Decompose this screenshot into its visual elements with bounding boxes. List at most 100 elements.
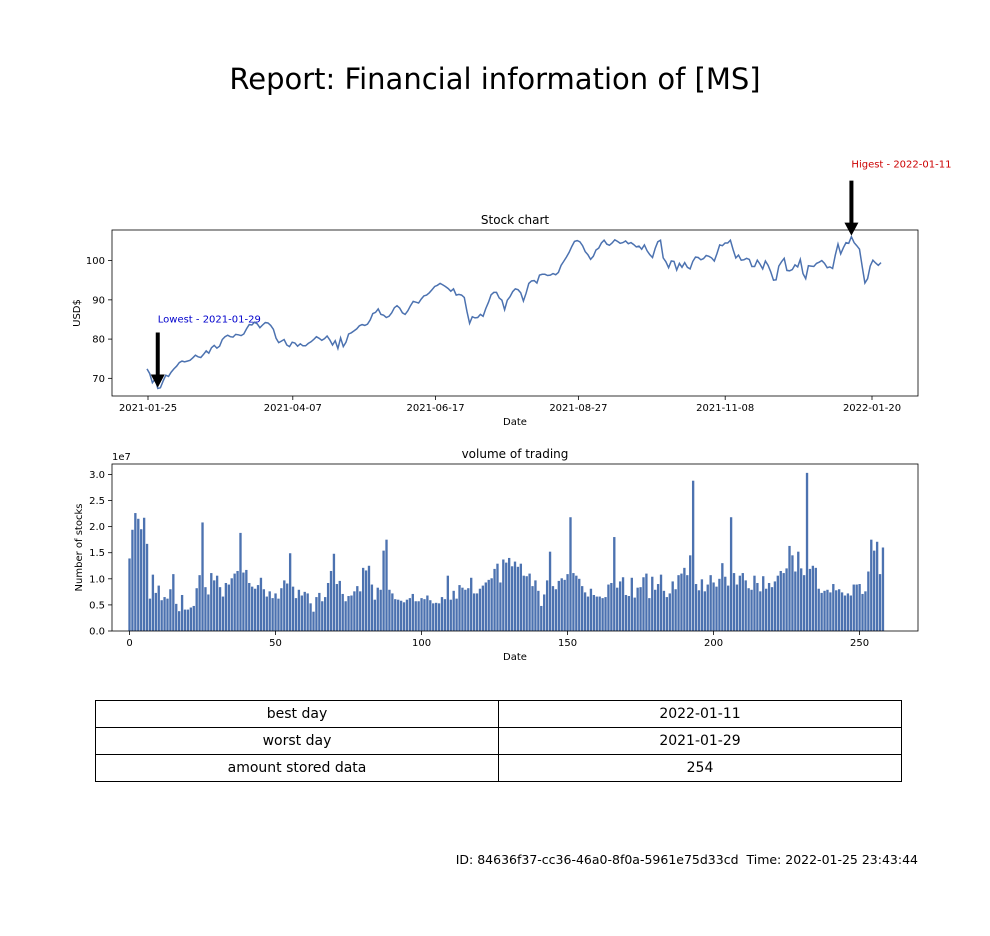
volume-bar xyxy=(767,582,771,631)
volume-bar xyxy=(452,590,455,631)
volume-bar xyxy=(385,539,388,631)
volume-bar xyxy=(248,582,251,631)
y-tick-label: 90 xyxy=(92,295,105,306)
volume-bar xyxy=(148,598,152,631)
y-tick-label: 0.5 xyxy=(89,600,105,611)
volume-bar xyxy=(855,584,858,631)
volume-bar xyxy=(697,590,701,631)
volume-bar xyxy=(490,578,493,631)
volume-bar xyxy=(221,596,225,631)
x-tick-label: 0 xyxy=(126,638,132,649)
volume-bar xyxy=(230,578,233,631)
volume-bar xyxy=(764,588,768,631)
volume-bar xyxy=(712,582,715,631)
volume-bar xyxy=(175,603,178,631)
volume-bar xyxy=(835,590,838,631)
volume-bar xyxy=(233,573,236,631)
y-tick-label: 1.5 xyxy=(89,548,105,559)
volume-bar xyxy=(265,596,268,631)
volume-bar xyxy=(703,591,706,631)
volume-bar xyxy=(566,574,569,631)
volume-bar xyxy=(750,589,753,631)
volume-bar xyxy=(627,596,631,631)
report-title: Report: Financial information of [MS] xyxy=(229,62,761,96)
volume-bar xyxy=(776,575,779,631)
volume-bar xyxy=(864,591,867,631)
volume-bar xyxy=(680,573,683,631)
volume-bar xyxy=(335,584,339,631)
volume-bar xyxy=(843,595,847,631)
volume-bar xyxy=(145,543,149,631)
volume-bar xyxy=(376,587,379,631)
volume-bar xyxy=(472,593,476,631)
volume-bar xyxy=(773,581,777,631)
volume-bar xyxy=(192,605,195,631)
volume-bar xyxy=(826,589,829,631)
volume-bar xyxy=(338,580,341,631)
volume-bar xyxy=(601,598,604,631)
volume-bar xyxy=(405,599,409,631)
volume-bar xyxy=(715,586,718,631)
volume-bar xyxy=(727,585,730,631)
volume-bar xyxy=(624,594,628,631)
volume-bar xyxy=(689,555,692,631)
volume-bar xyxy=(160,600,163,631)
volume-bar xyxy=(128,558,131,631)
volume-bar xyxy=(709,575,712,631)
volume-bar xyxy=(598,596,601,631)
volume-bar xyxy=(183,609,187,631)
volume-bar xyxy=(239,532,242,631)
volume-bar xyxy=(286,583,289,631)
volume-bar xyxy=(510,566,514,631)
volume-bar xyxy=(665,597,669,631)
volume-bar xyxy=(569,517,572,631)
volume-bar xyxy=(528,573,531,631)
volume-bar xyxy=(218,587,222,631)
volume-bar xyxy=(446,575,450,631)
volume-bar xyxy=(721,563,724,631)
volume-bar xyxy=(516,566,520,631)
volume-bar xyxy=(878,574,882,631)
volume-bar xyxy=(215,575,219,631)
volume-bar xyxy=(583,592,587,631)
volume-bar xyxy=(429,600,432,631)
table-cell-label: amount stored data xyxy=(95,754,499,782)
volume-bar xyxy=(875,541,879,631)
volume-bar xyxy=(434,602,438,631)
volume-bar xyxy=(592,594,596,631)
volume-bar xyxy=(397,599,400,631)
volume-bar xyxy=(297,589,301,631)
x-axis-label: Date xyxy=(503,417,527,428)
volume-bar xyxy=(788,545,791,631)
volume-bar xyxy=(461,587,464,631)
volume-bar xyxy=(560,578,563,631)
volume-bar xyxy=(326,582,330,631)
volume-bar xyxy=(507,557,511,631)
volume-bar xyxy=(356,586,359,631)
volume-bar xyxy=(324,597,327,631)
volume-bar xyxy=(291,586,295,631)
volume-bar xyxy=(846,593,850,631)
volume-bar xyxy=(315,597,318,631)
volume-bar xyxy=(651,576,654,631)
volume-bar xyxy=(417,601,420,631)
x-tick-label: 2021-04-07 xyxy=(264,403,322,414)
volume-bar xyxy=(484,582,487,631)
volume-bar xyxy=(537,590,540,631)
volume-bar xyxy=(268,591,271,631)
volume-bar xyxy=(858,584,861,631)
y-tick-label: 70 xyxy=(92,374,105,385)
x-tick-label: 50 xyxy=(269,638,282,649)
volume-bar xyxy=(572,573,575,631)
volume-bar xyxy=(198,575,201,631)
volume-bar xyxy=(353,591,356,631)
volume-bar xyxy=(154,592,157,631)
volume-bar xyxy=(277,598,280,631)
volume-bar xyxy=(432,603,435,631)
volume-bar xyxy=(411,593,414,631)
volume-bar xyxy=(691,480,695,631)
x-tick-label: 2021-06-17 xyxy=(407,403,465,414)
volume-bar xyxy=(388,589,391,631)
volume-bar xyxy=(440,597,444,631)
volume-bar xyxy=(502,559,505,631)
